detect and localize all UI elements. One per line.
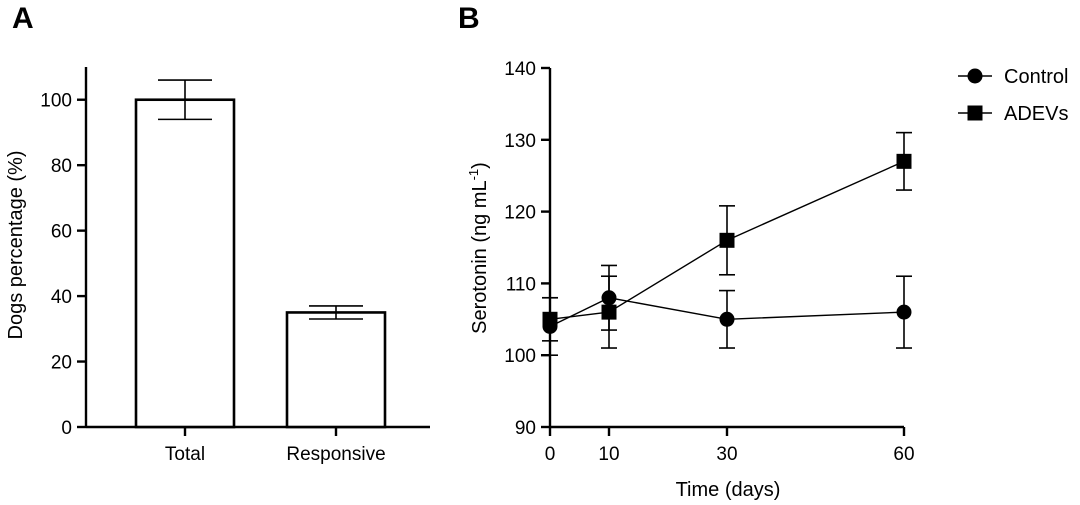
panel-b-legend: Control ADEVs [958, 66, 1068, 125]
bar-total [134, 98, 236, 429]
panel-b-y-axis-label-main: Serotonin (ng mL [469, 180, 491, 333]
series-line-adevs [549, 160, 905, 320]
panel-b-series [542, 131, 912, 357]
data-point-adevs [719, 232, 735, 248]
panel-b: B Serotonin (ng mL-1) Time (days) 901001… [458, 2, 1068, 501]
data-point-adevs [896, 153, 912, 169]
data-point-control [601, 290, 617, 306]
panel-b-x-tick-label: 30 [716, 444, 737, 465]
panel-a-y-tick-label: 40 [51, 287, 72, 308]
bar-responsive [285, 311, 387, 429]
panel-b-x-tick-label: 0 [545, 444, 556, 465]
panel-b-y-tick-label: 110 [506, 274, 536, 295]
panel-a-y-tick-label: 0 [61, 418, 72, 439]
panel-a-axes: 0 20 40 60 80 100 Total Responsive [40, 67, 430, 465]
legend-marker-control [967, 68, 983, 84]
panel-b-y-tick-label: 130 [504, 131, 536, 152]
data-point-adevs [601, 304, 617, 320]
panel-b-y-axis-label-end: ) [469, 162, 491, 169]
panel-b-y-tick-label: 100 [504, 346, 536, 367]
panel-a-x-tick-label-responsive: Responsive [286, 444, 385, 465]
panel-a-y-tick-label: 60 [51, 222, 72, 243]
panel-a-y-tick-label: 100 [40, 91, 72, 112]
panel-b-y-axis-label: Serotonin (ng mL-1) [466, 162, 491, 334]
panel-b-x-tick-label: 60 [893, 444, 914, 465]
panel-b-y-tick-label: 90 [515, 418, 536, 439]
data-point-adevs [542, 311, 558, 327]
panel-a-y-tick-label: 80 [51, 156, 72, 177]
series-line-control [549, 297, 905, 328]
panel-a-bars [134, 79, 387, 429]
panel-b-y-axis-label-sup: -1 [466, 169, 481, 181]
panel-b-y-tick-label: 120 [504, 203, 536, 224]
legend-marker-adevs [967, 105, 983, 121]
panel-a-label: A [12, 2, 34, 35]
legend-label-control: Control [1004, 66, 1068, 88]
panel-a-x-tick-label-total: Total [165, 444, 205, 465]
panel-b-y-tick-label: 140 [504, 59, 536, 80]
panel-a-y-tick-label: 20 [51, 353, 72, 374]
panel-b-x-tick-label: 10 [598, 444, 619, 465]
data-point-control [719, 311, 735, 327]
panel-b-label: B [458, 2, 480, 35]
panel-b-axes: 90 100 110 120 130 140 0 10 30 60 [504, 59, 914, 465]
panel-a-y-axis-label: Dogs percentage (%) [5, 151, 27, 340]
panel-b-x-axis-label: Time (days) [676, 479, 781, 501]
legend-label-adevs: ADEVs [1004, 103, 1068, 125]
data-point-control [896, 304, 912, 320]
panel-a: A Dogs percentage (%) 0 20 40 60 80 100 Total R… [5, 2, 430, 465]
